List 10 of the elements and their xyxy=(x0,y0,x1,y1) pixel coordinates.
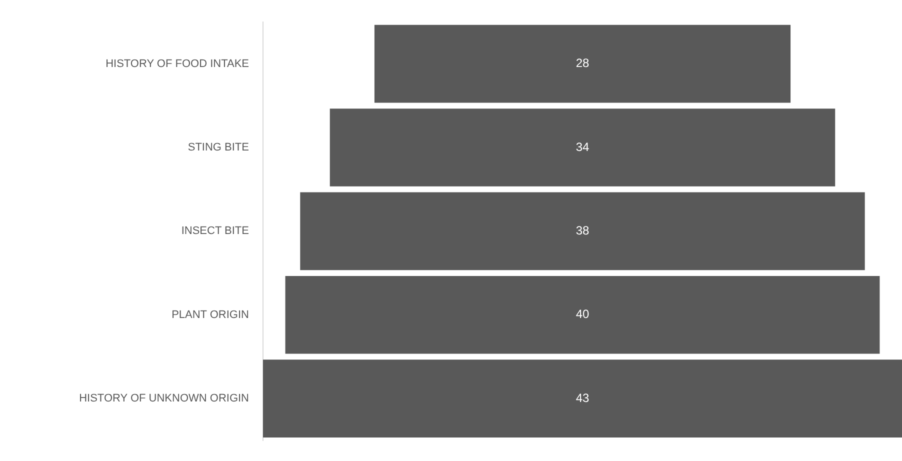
category-label: HISTORY OF FOOD INTAKE xyxy=(106,58,249,70)
category-label: STING BITE xyxy=(188,142,249,154)
category-label: HISTORY OF UNKNOWN ORIGIN xyxy=(79,392,250,405)
data-label: 43 xyxy=(576,390,590,405)
category-label: INSECT BITE xyxy=(181,225,249,238)
data-label: 38 xyxy=(576,224,590,238)
data-label: 34 xyxy=(576,140,590,154)
category-label: PLANT ORIGIN xyxy=(172,308,250,321)
data-label: 28 xyxy=(576,56,590,70)
data-label: 40 xyxy=(576,307,590,322)
